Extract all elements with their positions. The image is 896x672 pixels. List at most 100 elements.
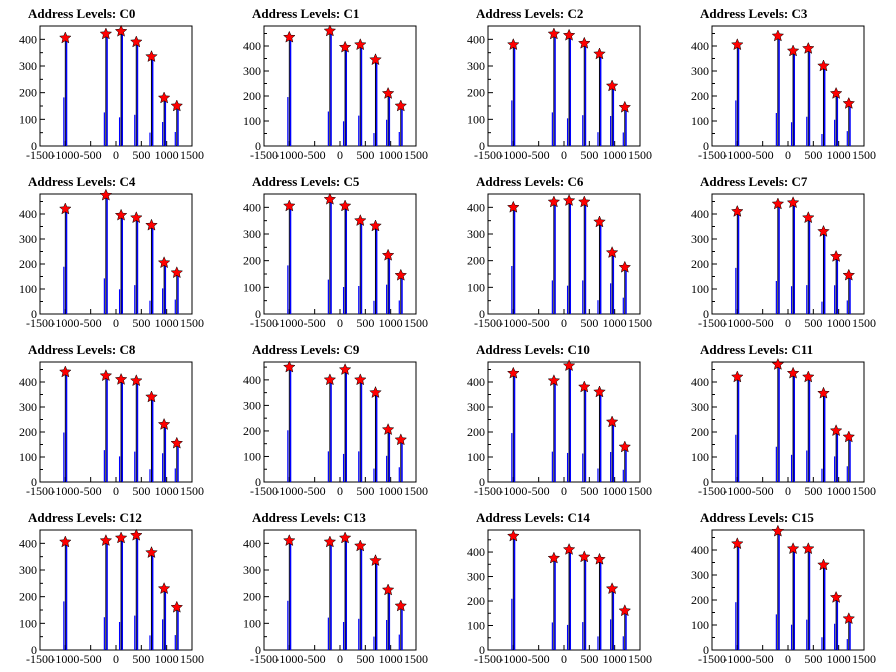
y-tick-label: 300 xyxy=(691,232,709,246)
x-tick-label: 0 xyxy=(113,316,119,330)
chart-panel-9: Address Levels: C9 0 100 200 300 400 -1500-100… xyxy=(243,342,428,498)
x-tick-label: 1500 xyxy=(180,316,204,330)
chart-title: Address Levels: C14 xyxy=(476,510,590,525)
y-tick-label: 0 xyxy=(31,475,37,489)
x-tick-label: 1500 xyxy=(404,652,428,666)
peak-star-marker xyxy=(506,366,520,379)
x-tick-label: 1500 xyxy=(628,148,652,162)
x-tick-label: 500 xyxy=(580,484,598,498)
peak-star-marker xyxy=(394,599,408,612)
x-tick-label: -1000 xyxy=(275,652,303,666)
peak-star-marker xyxy=(801,211,815,224)
y-tick-label: 200 xyxy=(243,424,261,438)
peak-star-marker xyxy=(170,600,184,613)
y-tick-label: 0 xyxy=(703,307,709,321)
peak-star-marker xyxy=(829,249,843,262)
peak-star-marker xyxy=(145,390,158,403)
x-tick-label: -1500 xyxy=(698,148,726,162)
chart-title: Address Levels: C10 xyxy=(476,342,590,357)
x-tick-label: -1500 xyxy=(250,484,278,498)
peak-star-marker xyxy=(786,542,800,555)
x-tick-label: 1500 xyxy=(852,316,876,330)
x-tick-label: -1000 xyxy=(51,148,79,162)
chart-title: Address Levels: C4 xyxy=(28,174,136,189)
chart-title: Address Levels: C1 xyxy=(252,6,359,21)
x-tick-label: -1500 xyxy=(474,484,502,498)
x-tick-label: 500 xyxy=(804,316,822,330)
y-tick-label: 200 xyxy=(467,254,485,268)
x-tick-label: -1000 xyxy=(51,652,79,666)
y-tick-label: 400 xyxy=(19,207,37,221)
peak-star-marker xyxy=(58,202,72,215)
peak-star-marker xyxy=(338,363,352,376)
x-tick-label: 500 xyxy=(580,652,598,666)
peak-star-marker xyxy=(577,36,591,49)
peak-star-marker xyxy=(801,370,815,383)
peak-star-marker xyxy=(817,59,830,72)
peak-star-marker xyxy=(99,369,113,382)
x-tick-label: 1000 xyxy=(155,148,179,162)
y-tick-label: 100 xyxy=(691,618,709,632)
y-tick-label: 400 xyxy=(19,375,37,389)
peak-star-marker xyxy=(394,268,408,281)
x-tick-label: 1000 xyxy=(827,316,851,330)
y-tick-label: 200 xyxy=(243,590,261,604)
chart-title: Address Levels: C5 xyxy=(252,174,360,189)
y-tick-label: 100 xyxy=(467,280,485,294)
x-tick-label: -500 xyxy=(528,484,550,498)
x-tick-label: 0 xyxy=(561,652,567,666)
plot-frame xyxy=(263,361,417,483)
y-tick-label: 200 xyxy=(243,89,261,103)
peak-star-marker xyxy=(145,546,158,559)
peak-star-marker xyxy=(593,552,606,565)
x-tick-label: 500 xyxy=(804,652,822,666)
x-tick-label: 0 xyxy=(561,316,567,330)
peak-star-marker xyxy=(842,612,856,625)
x-tick-label: 0 xyxy=(785,148,791,162)
peak-star-marker xyxy=(381,423,395,436)
plot-frame xyxy=(39,25,193,147)
peak-star-marker xyxy=(771,29,785,42)
y-tick-label: 100 xyxy=(243,616,261,630)
x-tick-label: 1000 xyxy=(155,316,179,330)
chart-panel-4: Address Levels: C4 0 100 200 300 400 -1500-100… xyxy=(19,174,204,330)
peak-star-marker xyxy=(157,91,171,104)
x-tick-label: -500 xyxy=(80,652,102,666)
peak-star-marker xyxy=(771,357,785,370)
chart-panel-15: Address Levels: C15 0 100 200 300 400 -1500-10… xyxy=(691,510,876,666)
x-tick-label: 0 xyxy=(337,484,343,498)
x-tick-label: 0 xyxy=(561,484,567,498)
peak-star-marker xyxy=(730,38,744,51)
peak-star-marker xyxy=(170,436,184,449)
chart-panel-6: Address Levels: C6 0 100 200 300 400 -1500-100… xyxy=(467,174,652,330)
chart-panel-1: Address Levels: C1 0 100 200 300 400 -1500-100… xyxy=(243,6,428,162)
peak-star-marker xyxy=(157,256,171,269)
peak-star-marker xyxy=(577,195,591,208)
chart-panel-3: Address Levels: C3 0 100 200 300 400 -1500-100… xyxy=(691,6,876,162)
peak-star-marker xyxy=(99,27,113,40)
x-tick-label: 1500 xyxy=(180,148,204,162)
y-tick-label: 100 xyxy=(243,449,261,463)
peak-star-marker xyxy=(114,208,128,221)
x-tick-label: 1000 xyxy=(603,652,627,666)
y-tick-label: 200 xyxy=(19,425,37,439)
x-tick-label: 1500 xyxy=(852,652,876,666)
x-tick-label: -1000 xyxy=(723,652,751,666)
peak-star-marker xyxy=(282,534,296,547)
x-tick-label: 0 xyxy=(113,484,119,498)
x-tick-label: 500 xyxy=(356,148,374,162)
x-tick-label: 1000 xyxy=(379,652,403,666)
y-tick-label: 100 xyxy=(467,112,485,126)
peak-star-marker xyxy=(129,374,143,387)
y-tick-label: 100 xyxy=(19,282,37,296)
y-tick-label: 100 xyxy=(691,282,709,296)
peak-star-marker xyxy=(730,370,744,383)
peak-star-marker xyxy=(730,537,744,550)
chart-title: Address Levels: C0 xyxy=(28,6,135,21)
y-tick-label: 400 xyxy=(467,32,485,46)
plot-frame xyxy=(263,25,417,147)
x-tick-label: -1000 xyxy=(51,316,79,330)
y-tick-label: 300 xyxy=(467,570,485,584)
x-tick-label: 1000 xyxy=(155,484,179,498)
y-tick-label: 300 xyxy=(691,568,709,582)
